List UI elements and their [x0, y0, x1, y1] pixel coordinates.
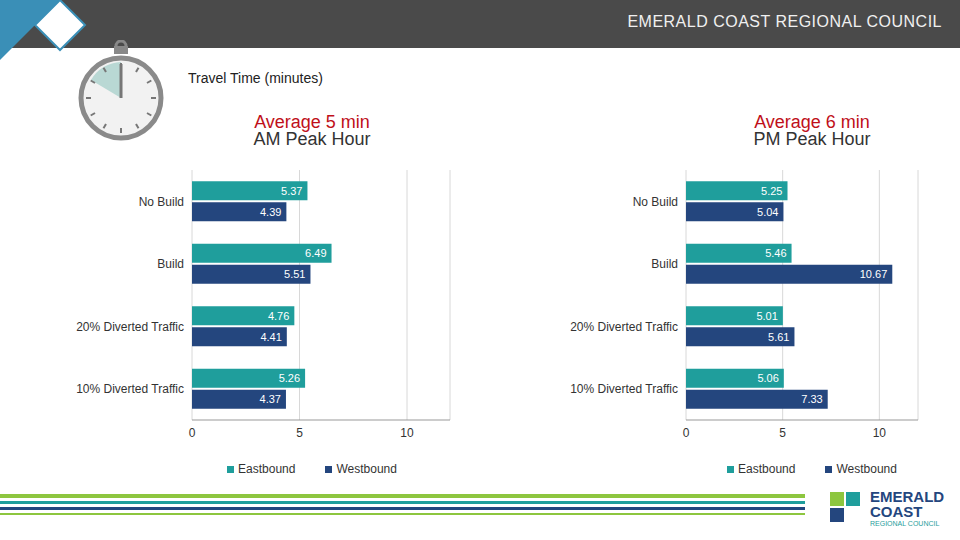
- svg-text:5: 5: [296, 426, 303, 440]
- svg-text:5.37: 5.37: [281, 185, 302, 197]
- html-text:REGIONAL COUNCIL: REGIONAL COUNCIL: [870, 520, 940, 527]
- svg-text:10% Diverted Traffic: 10% Diverted Traffic: [76, 382, 184, 396]
- svg-text:5.01: 5.01: [756, 310, 777, 322]
- svg-text:4.39: 4.39: [260, 206, 281, 218]
- svg-text:10: 10: [873, 426, 887, 440]
- svg-text:10.67: 10.67: [860, 268, 888, 280]
- svg-text:5: 5: [779, 426, 786, 440]
- svg-text:5.46: 5.46: [765, 247, 786, 259]
- html-text:AM Peak Hour: AM Peak Hour: [253, 129, 371, 149]
- svg-text:5.61: 5.61: [768, 331, 789, 343]
- svg-text:No Build: No Build: [139, 195, 184, 209]
- svg-text:20% Diverted Traffic: 20% Diverted Traffic: [76, 320, 184, 334]
- html-text:Travel Time (minutes): Travel Time (minutes): [188, 70, 323, 86]
- svg-text:5.04: 5.04: [757, 206, 778, 218]
- html-text:Westbound: Westbound: [836, 462, 897, 476]
- svg-text:Build: Build: [651, 257, 678, 271]
- html-text:Eastbound: Eastbound: [738, 462, 796, 476]
- svg-text:0: 0: [683, 426, 690, 440]
- svg-text:4.76: 4.76: [268, 310, 289, 322]
- svg-text:10: 10: [400, 426, 414, 440]
- html-text:EMERALD COAST REGIONAL COUNCIL: EMERALD COAST REGIONAL COUNCIL: [627, 13, 942, 30]
- html-text:PM Peak Hour: PM Peak Hour: [753, 129, 871, 149]
- svg-text:5.51: 5.51: [284, 268, 305, 280]
- html-text:COAST: COAST: [870, 503, 923, 520]
- svg-text:Build: Build: [157, 257, 184, 271]
- svg-text:No Build: No Build: [633, 195, 678, 209]
- html-text:Average 5 min: Average 5 min: [254, 112, 370, 132]
- html-text:Average 6 min: Average 6 min: [754, 112, 870, 132]
- svg-text:10% Diverted Traffic: 10% Diverted Traffic: [570, 382, 678, 396]
- svg-text:5.06: 5.06: [757, 372, 778, 384]
- html-text:Westbound: Westbound: [336, 462, 397, 476]
- svg-text:4.41: 4.41: [260, 331, 281, 343]
- svg-text:6.49: 6.49: [305, 247, 326, 259]
- svg-text:20% Diverted Traffic: 20% Diverted Traffic: [570, 320, 678, 334]
- html-text:Eastbound: Eastbound: [238, 462, 296, 476]
- html-text:EMERALD: EMERALD: [870, 488, 945, 505]
- svg-text:7.33: 7.33: [801, 393, 822, 405]
- svg-text:4.37: 4.37: [260, 393, 281, 405]
- svg-text:5.25: 5.25: [761, 185, 782, 197]
- svg-text:0: 0: [189, 426, 196, 440]
- svg-text:5.26: 5.26: [279, 372, 300, 384]
